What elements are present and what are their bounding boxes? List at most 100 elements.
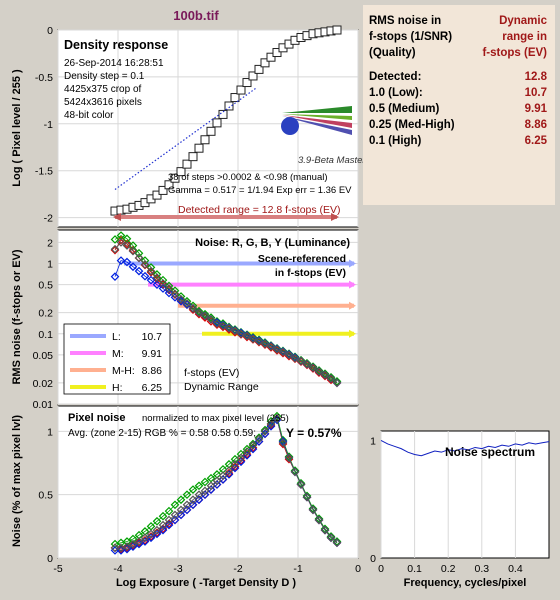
pixel-noise-point bbox=[176, 505, 186, 515]
density-point bbox=[164, 180, 174, 190]
density-ylabel: Log ( Pixel level / 255 ) bbox=[11, 69, 23, 187]
noise-point bbox=[314, 366, 324, 375]
pixel-noise-point bbox=[110, 543, 120, 553]
noise-ylabel: RMS noise (f-stops or EV) bbox=[11, 249, 23, 384]
noise-legend-value: 6.25 bbox=[142, 382, 163, 394]
noise-point bbox=[110, 272, 120, 282]
pixel-noise-point bbox=[200, 490, 210, 500]
pixel-noise-point bbox=[152, 529, 162, 539]
density-info-line: Density step = 0.1 bbox=[64, 71, 145, 82]
pixel-noise-point bbox=[284, 453, 294, 463]
noise-point bbox=[254, 336, 264, 346]
density-point bbox=[200, 135, 210, 145]
pixel-noise-avg: Avg. (zone 2-15) RGB % = 0.58 0.58 0.59; bbox=[68, 428, 256, 439]
pixel-noise-subtitle: normalized to max pixel level (255) bbox=[142, 413, 289, 424]
noise-point bbox=[320, 369, 330, 379]
noise-point bbox=[200, 311, 210, 321]
noise-point bbox=[212, 319, 222, 328]
noise-legend-value: 9.91 bbox=[142, 348, 163, 360]
pixel-noise-point bbox=[170, 515, 180, 525]
pixel-noise-point bbox=[308, 504, 318, 513]
pixel-noise-point bbox=[188, 485, 198, 494]
density-point bbox=[260, 58, 270, 68]
noise-ytick-label: 0.5 bbox=[38, 280, 53, 292]
noise-point bbox=[212, 317, 222, 326]
pixel-noise-point bbox=[170, 500, 180, 510]
pixel-noise-xtick-label: -5 bbox=[53, 563, 62, 575]
density-point bbox=[170, 173, 180, 183]
pixel-noise-point bbox=[290, 466, 300, 475]
pixel-noise-point bbox=[224, 470, 234, 479]
spectrum-ytick-label: 1 bbox=[370, 435, 376, 447]
noise-point bbox=[152, 273, 162, 282]
noise-point bbox=[212, 318, 222, 327]
pixel-noise-point bbox=[164, 515, 174, 525]
pixel-noise-point bbox=[326, 533, 336, 543]
panel-row-value: 12.8 bbox=[524, 71, 547, 83]
density-response-chart: 0 -0.5 -1 -1.5 -2 Density response 26-Sep-20… bbox=[11, 25, 366, 228]
panel-row-label: 1.0 (Low): bbox=[369, 87, 423, 99]
pixel-noise-point bbox=[308, 505, 318, 515]
panel-row: 1.0 (Low): 10.7 bbox=[369, 87, 547, 103]
density-point bbox=[248, 71, 258, 81]
pixel-noise-point bbox=[170, 510, 180, 520]
noise-point bbox=[314, 367, 324, 376]
imatest-logo: imatest 3.9-Beta Master bbox=[281, 106, 366, 166]
pixel-noise-point bbox=[236, 453, 246, 463]
pixel-noise-point bbox=[320, 525, 330, 535]
density-point bbox=[158, 185, 168, 195]
density-point bbox=[176, 167, 186, 177]
panel-header-line: f-stops (EV) bbox=[482, 47, 547, 59]
density-point bbox=[212, 118, 222, 128]
pixel-noise-point bbox=[194, 495, 204, 505]
noise-point bbox=[188, 303, 198, 313]
density-point bbox=[242, 78, 252, 88]
pixel-noise-point bbox=[224, 466, 234, 475]
noise-point bbox=[296, 356, 306, 366]
pixel-noise-point bbox=[182, 490, 192, 500]
density-point bbox=[188, 152, 198, 162]
noise-legend-footer: f-stops (EV) bbox=[184, 367, 239, 379]
pixel-noise-xtick-label: -2 bbox=[233, 563, 242, 575]
panel-row: 0.5 (Medium) 9.91 bbox=[369, 103, 547, 119]
noise-legend-label: H: bbox=[112, 382, 123, 394]
density-ytick-label: -1.5 bbox=[35, 166, 53, 178]
pixel-noise-point bbox=[278, 437, 288, 446]
noise-point bbox=[308, 363, 318, 372]
panel-row-label: 0.5 (Medium) bbox=[369, 103, 440, 115]
pixel-noise-point bbox=[266, 419, 276, 429]
noise-chart: 2 1 0.5 0.2 0.1 0.05 0.02 0.01 Noise: R, G, B, … bbox=[11, 229, 359, 411]
density-ytick-label: -1 bbox=[44, 119, 53, 131]
noise-point bbox=[290, 353, 300, 363]
density-point bbox=[218, 109, 228, 119]
density-point bbox=[230, 93, 240, 103]
pixel-noise-ytick-label: 0.5 bbox=[38, 490, 53, 502]
noise-point bbox=[134, 248, 144, 258]
noise-point bbox=[194, 308, 204, 317]
pixel-noise-point bbox=[122, 542, 132, 551]
noise-legend: L: 10.7 M: 9.91 M-H: 8.86 H: 6.25 bbox=[63, 323, 171, 395]
density-point bbox=[224, 101, 234, 111]
pixel-noise-chart: -5 -4 -3 -2 -1 0 0 0.5 1 Pixel noise normalized … bbox=[11, 405, 361, 589]
density-info-line: 5424x3616 pixels bbox=[64, 97, 142, 108]
pixel-noise-point bbox=[284, 452, 294, 462]
noise-point bbox=[122, 257, 132, 267]
pixel-noise-point bbox=[182, 500, 192, 510]
noise-point bbox=[116, 256, 126, 265]
density-point bbox=[272, 48, 282, 58]
pixel-noise-point bbox=[182, 505, 192, 515]
pixel-noise-xtick-label: -1 bbox=[293, 563, 302, 575]
noise-legend-label: M-H: bbox=[112, 365, 135, 377]
noise-subtitle: in f-stops (EV) bbox=[275, 267, 346, 279]
panel-header-line: (Quality) bbox=[369, 47, 416, 59]
noise-point bbox=[122, 241, 132, 250]
pixel-noise-title: Pixel noise bbox=[68, 412, 125, 424]
density-note: 38 of steps >0.0002 & <0.98 (manual) bbox=[168, 172, 328, 183]
density-ytick-label: -0.5 bbox=[35, 72, 53, 84]
pixel-noise-point bbox=[296, 478, 306, 488]
panel-row: Detected: 12.8 bbox=[369, 71, 547, 87]
pixel-noise-point bbox=[194, 490, 204, 500]
noise-point bbox=[176, 292, 186, 301]
noise-point bbox=[140, 271, 150, 281]
